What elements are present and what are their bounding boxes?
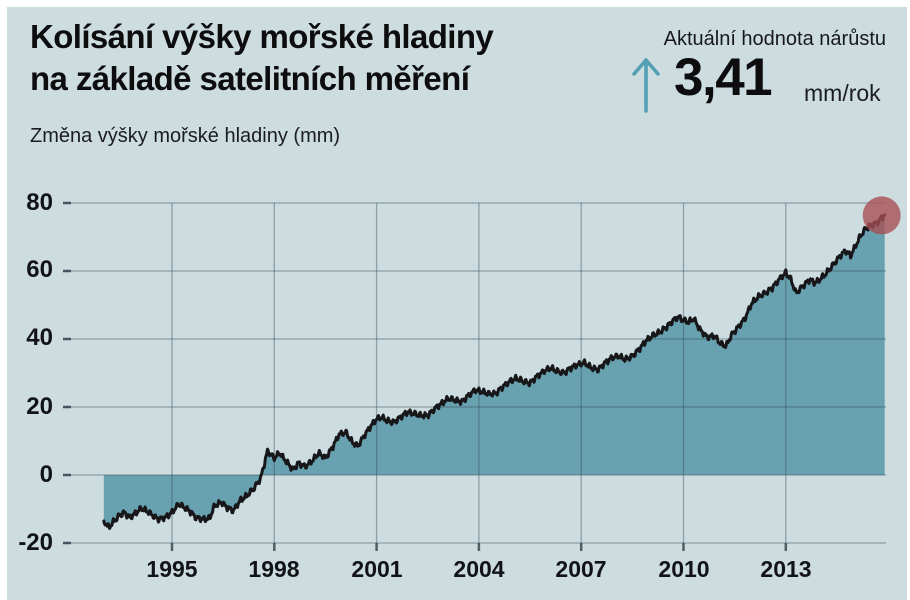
x-axis-label: 2013 (760, 556, 812, 582)
x-axis-label: 2007 (555, 556, 607, 582)
latest-value-marker (862, 196, 901, 235)
chart-title-line2: na základě satelitních měření (30, 60, 470, 97)
y-axis-label: 0 (39, 461, 53, 488)
current-rate-value: 3,41 (674, 48, 773, 107)
y-axis-label: 80 (26, 189, 53, 216)
y-axis-label: 40 (26, 324, 53, 351)
current-rate-unit: mm/rok (804, 80, 881, 106)
current-rate-label: Aktuální hodnota nárůstu (663, 28, 886, 50)
x-axis-label: 1998 (248, 556, 300, 582)
sea-level-area (103, 214, 885, 529)
chart-title: Kolísání výšky mořské hladiny na základě… (30, 16, 494, 100)
sea-level-line (102, 213, 887, 530)
x-axis-label: 2004 (453, 556, 505, 582)
x-axis-label: 2001 (351, 556, 403, 582)
y-axis-label: -20 (18, 529, 53, 556)
y-axis-label: 60 (26, 256, 53, 283)
x-axis-label: 1995 (146, 556, 198, 582)
x-axis-label: 2010 (658, 556, 710, 582)
up-arrow-icon (632, 58, 660, 113)
chart-title-line1: Kolísání výšky mořské hladiny (30, 18, 494, 55)
y-axis-unit-label: Změna výšky mořské hladiny (mm) (30, 125, 341, 147)
y-axis-label: 20 (26, 393, 53, 420)
